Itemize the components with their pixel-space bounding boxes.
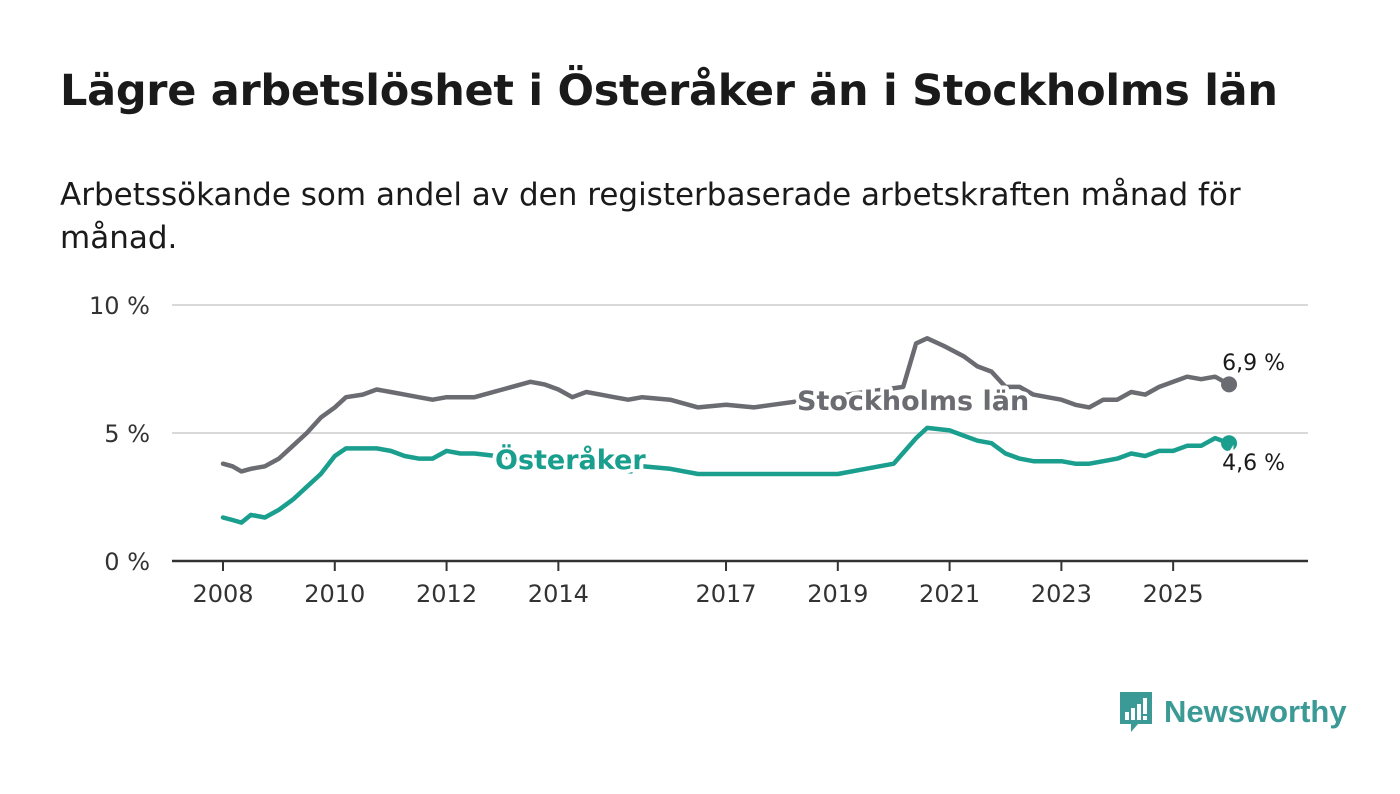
x-tick-label: 2010 xyxy=(304,580,365,608)
y-tick-label: 0 % xyxy=(104,548,150,576)
brand-logo: Newsworthy xyxy=(1118,690,1347,734)
series-name-label: Österåker xyxy=(495,443,646,476)
chart-title: Lägre arbetslöshet i Österåker än i Stoc… xyxy=(60,66,1278,116)
series-line xyxy=(220,336,1232,474)
series-end-point xyxy=(1221,376,1238,393)
series-line xyxy=(220,425,1232,525)
y-tick-label: 10 % xyxy=(89,292,150,320)
x-tick-label: 2023 xyxy=(1031,580,1092,608)
series-end-value-label: 6,9 % xyxy=(1222,351,1285,376)
newsworthy-logo-icon xyxy=(1120,692,1152,732)
x-tick-label: 2025 xyxy=(1143,580,1204,608)
brand-name: Newsworthy xyxy=(1164,694,1347,729)
x-tick-label: 2008 xyxy=(192,580,253,608)
x-tick-label: 2012 xyxy=(416,580,477,608)
x-tick-label: 2014 xyxy=(528,580,589,608)
series-end-value-label: 4,6 % xyxy=(1222,451,1285,476)
x-tick-label: 2017 xyxy=(695,580,756,608)
x-tick-label: 2021 xyxy=(919,580,980,608)
chart-subtitle: Arbetssökande som andel av den registerb… xyxy=(60,177,1241,256)
series-name-label: Stockholms län xyxy=(797,386,1029,417)
series-end-point xyxy=(1221,435,1238,452)
x-tick-label: 2019 xyxy=(807,580,868,608)
y-tick-label: 5 % xyxy=(104,420,150,448)
